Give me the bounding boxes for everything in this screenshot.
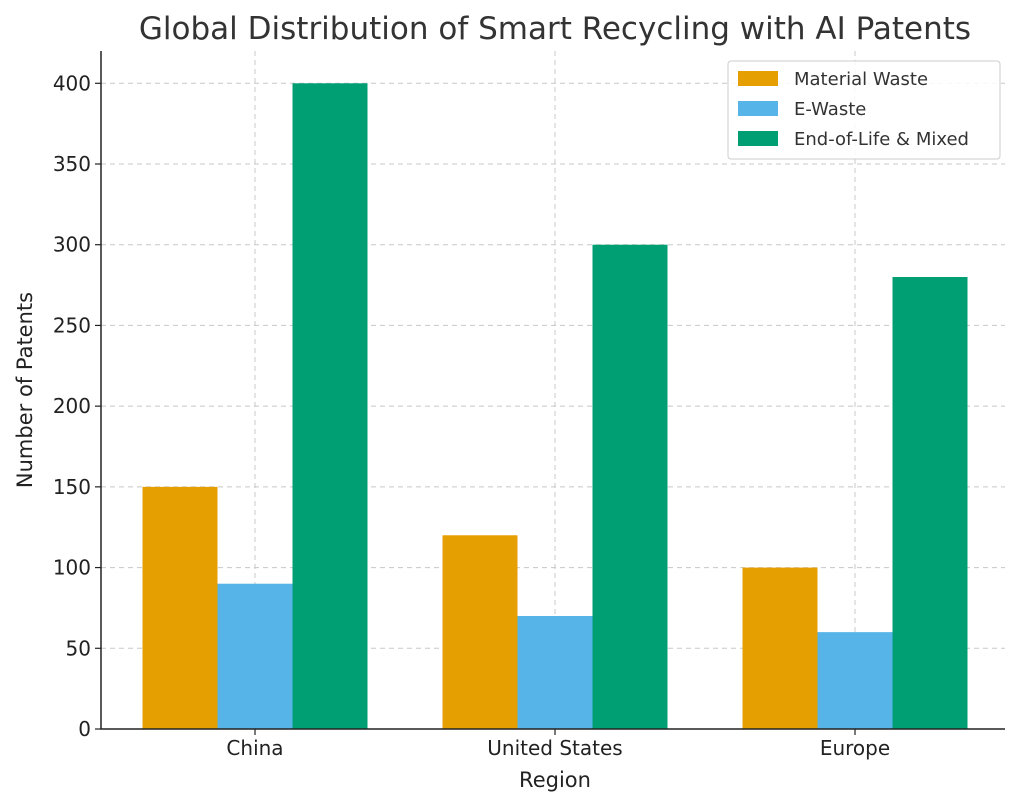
y-tick-label: 0 (78, 717, 91, 741)
y-tick-label: 300 (53, 233, 91, 257)
y-tick-label: 100 (53, 556, 91, 580)
bar (143, 487, 218, 729)
legend-label: E-Waste (794, 99, 866, 120)
legend-label: End-of-Life & Mixed (794, 129, 969, 150)
y-tick-label: 250 (53, 313, 91, 337)
bar (443, 535, 518, 729)
y-axis-ticks: 0 50 100 150 200 250 300 350 400 (53, 71, 101, 741)
x-axis-label: Region (519, 768, 591, 792)
bar (743, 568, 818, 729)
y-tick-label: 350 (53, 152, 91, 176)
y-axis-label: Number of Patents (13, 292, 37, 488)
x-tick-label: United States (487, 736, 622, 760)
legend-swatch (738, 101, 778, 116)
bar (293, 83, 368, 729)
x-tick-label: China (226, 736, 283, 760)
chart-title: Global Distribution of Smart Recycling w… (139, 11, 971, 47)
y-tick-label: 150 (53, 475, 91, 499)
y-tick-label: 200 (53, 394, 91, 418)
bar (218, 584, 293, 729)
bar (893, 277, 968, 729)
x-tick-label: Europe (820, 736, 890, 760)
legend: Material Waste E-Waste End-of-Life & Mixed (728, 61, 1000, 159)
legend-swatch (738, 71, 778, 86)
bar (818, 632, 893, 729)
legend-swatch (738, 131, 778, 146)
x-axis-ticks: China United States Europe (226, 729, 890, 760)
bar (593, 245, 668, 729)
legend-label: Material Waste (794, 69, 928, 90)
y-tick-label: 400 (53, 71, 91, 95)
y-tick-label: 50 (66, 636, 91, 660)
bar (518, 616, 593, 729)
